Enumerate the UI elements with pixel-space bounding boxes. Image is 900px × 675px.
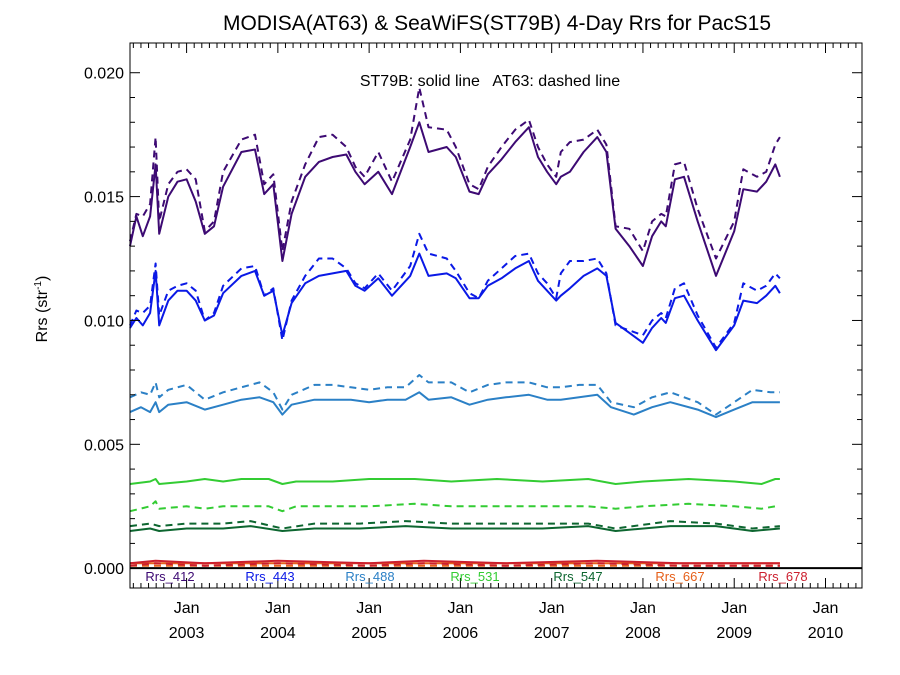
series-rrs-443-dashed <box>129 232 781 349</box>
series-rrs-547-dashed <box>129 520 780 530</box>
chart-title: MODISA(AT63) & SeaWiFS(ST79B) 4-Day Rrs … <box>223 12 771 35</box>
series-rrs-443-solid <box>129 252 781 352</box>
x-tick-label-year: 2004 <box>260 625 296 642</box>
x-tick-label-year: 2008 <box>625 625 661 642</box>
legend-item-rrs-547: Rrs_547 <box>553 569 602 584</box>
axes-layer: 0.000 0.005 0.010 0.015 0.020 Jan 2003 Jan 2004 J… <box>84 42 863 642</box>
series-rrs-488-dashed <box>129 374 780 416</box>
series-rrs-412-dashed <box>129 86 781 260</box>
series-rrs-547-solid <box>129 525 780 532</box>
legend-item-rrs-488: Rrs_488 <box>345 569 394 584</box>
series-rrs-531-solid <box>129 478 780 485</box>
x-tick-label-month: Jan <box>265 600 291 617</box>
y-axis-label-close: ) <box>34 276 51 281</box>
series-rrs-678-solid <box>129 559 780 565</box>
x-tick-label-month: Jan <box>356 600 382 617</box>
x-tick-label-month: Jan <box>174 600 200 617</box>
legend-item-rrs-443: Rrs_443 <box>245 569 294 584</box>
x-tick-label-year: 2003 <box>169 625 205 642</box>
legend-item-rrs-531: Rrs_531 <box>450 569 499 584</box>
y-tick-label: 0.005 <box>84 437 124 454</box>
y-tick-label: 0.015 <box>84 190 124 207</box>
x-tick-label-year: 2009 <box>716 625 752 642</box>
series-rrs-488-solid <box>129 391 780 419</box>
x-tick-label-month: Jan <box>448 600 474 617</box>
legend-item-rrs-678: Rrs_678 <box>758 569 807 584</box>
series-rrs-531-dashed <box>129 500 780 513</box>
y-tick-label: 0.000 <box>84 561 124 578</box>
series-rrs-678-dashed <box>129 562 780 567</box>
x-tick-label-year: 2006 <box>443 625 479 642</box>
x-tick-label-year: 2005 <box>351 625 387 642</box>
x-tick-label-month: Jan <box>630 600 656 617</box>
legend-item-rrs-412: Rrs_412 <box>145 569 194 584</box>
series-rrs-412-solid <box>129 121 781 277</box>
x-tick-label-month: Jan <box>721 600 747 617</box>
x-tick-label-month: Jan <box>539 600 565 617</box>
y-axis-label-text: Rrs (str <box>34 289 51 342</box>
x-tick-label-month: Jan <box>813 600 839 617</box>
legend: Rrs_412 Rrs_443 Rrs_488 Rrs_531 Rrs_547 Rrs_6… <box>145 569 807 584</box>
y-tick-label: 0.010 <box>84 313 124 330</box>
y-tick-label: 0.020 <box>84 66 124 83</box>
series-layer <box>129 86 781 567</box>
plot-frame <box>129 42 863 589</box>
y-axis-label-superscript: -1 <box>33 281 44 290</box>
x-tick-label-year: 2010 <box>808 625 844 642</box>
line-style-annotation: ST79B: solid line AT63: dashed line <box>360 73 620 90</box>
legend-item-rrs-667: Rrs_667 <box>655 569 704 584</box>
x-tick-label-year: 2007 <box>534 625 570 642</box>
y-axis-label: Rrs (str-1) <box>33 276 51 343</box>
